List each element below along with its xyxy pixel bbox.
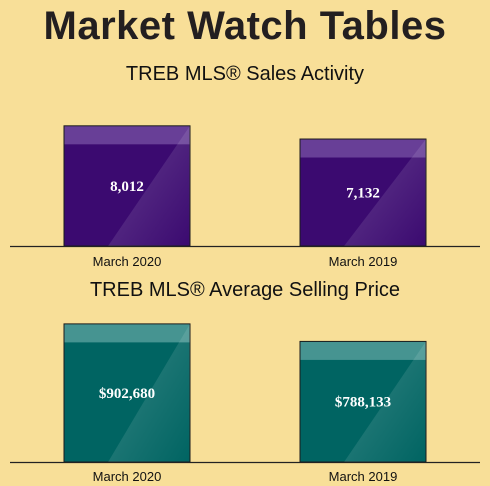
bar-shine-sales-1 (344, 139, 426, 246)
page-title: Market Watch Tables (43, 4, 447, 48)
tick-label-price-0: March 2020 (93, 469, 162, 484)
sales-activity-plot: 8,012 March 2020 7,132 March 2019 (10, 125, 480, 269)
tick-label-price-1: March 2019 (329, 469, 398, 484)
bar-highlight-sales-1 (300, 139, 426, 158)
chart-title-sales-activity: TREB MLS® Sales Activity (125, 63, 365, 85)
bar-shine-price-0 (108, 323, 190, 462)
bar-highlight-price-0 (64, 324, 190, 343)
data-label-price-0: $902,680 (99, 386, 155, 402)
bar-highlight-sales-0 (64, 126, 190, 145)
bar-shine-price-1 (344, 341, 426, 462)
data-label-sales-0: 8,012 (110, 179, 144, 195)
data-label-sales-1: 7,132 (346, 186, 380, 202)
bar-highlight-price-1 (300, 341, 426, 360)
data-label-price-1: $788,133 (335, 395, 391, 411)
tick-label-sales-0: March 2020 (93, 254, 162, 269)
tick-label-sales-1: March 2019 (329, 254, 398, 269)
bar-shine-sales-0 (108, 125, 190, 246)
chart-title-average-price: TREB MLS® Average Selling Price (89, 279, 401, 301)
